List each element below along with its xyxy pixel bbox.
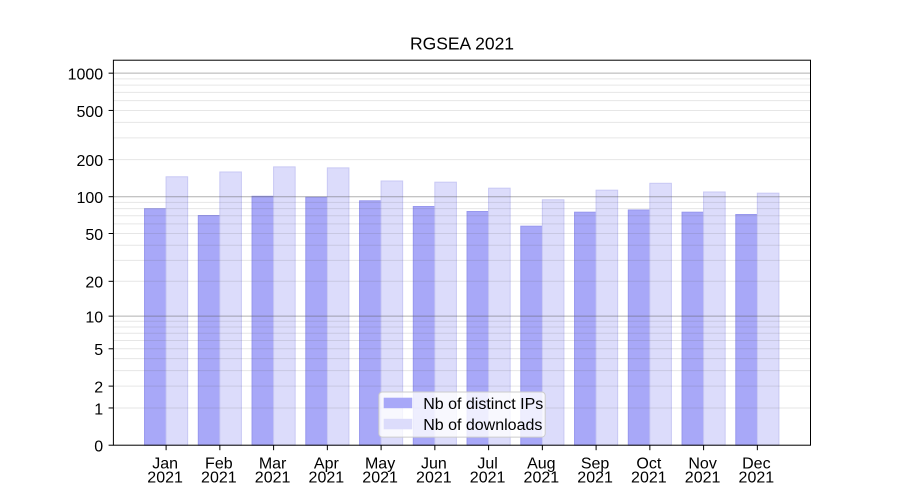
svg-text:2021: 2021 [524,469,560,486]
svg-text:Apr: Apr [314,456,340,473]
svg-text:2021: 2021 [739,469,775,486]
svg-text:2021: 2021 [416,469,452,486]
svg-text:Nov: Nov [688,456,716,473]
svg-text:1000: 1000 [68,67,104,84]
svg-text:Mar: Mar [259,456,287,473]
svg-text:2021: 2021 [631,469,667,486]
svg-text:Nb of distinct IPs: Nb of distinct IPs [423,396,543,413]
svg-text:RGSEA 2021: RGSEA 2021 [410,34,514,54]
svg-text:2: 2 [94,380,103,397]
svg-text:500: 500 [76,104,103,121]
svg-text:50: 50 [85,227,103,244]
svg-text:Aug: Aug [527,456,555,473]
svg-text:2021: 2021 [147,469,183,486]
svg-text:2021: 2021 [309,469,345,486]
svg-text:Jun: Jun [421,456,447,473]
svg-text:2021: 2021 [255,469,291,486]
svg-text:Sep: Sep [581,456,610,473]
svg-text:2021: 2021 [577,469,613,486]
svg-text:Oct: Oct [636,456,661,473]
svg-text:0: 0 [94,439,103,456]
svg-text:100: 100 [76,190,103,207]
svg-text:1: 1 [94,401,103,418]
svg-text:2021: 2021 [685,469,721,486]
svg-text:Nb of downloads: Nb of downloads [423,417,542,434]
svg-text:2021: 2021 [470,469,506,486]
svg-text:2021: 2021 [362,469,398,486]
svg-text:20: 20 [85,275,103,292]
svg-text:200: 200 [76,153,103,170]
svg-text:Jan: Jan [152,456,178,473]
svg-text:Jul: Jul [477,456,497,473]
svg-text:Dec: Dec [742,456,770,473]
svg-text:5: 5 [94,342,103,359]
svg-text:10: 10 [85,310,103,327]
svg-text:May: May [365,456,395,473]
svg-text:Feb: Feb [205,456,233,473]
svg-text:2021: 2021 [201,469,237,486]
